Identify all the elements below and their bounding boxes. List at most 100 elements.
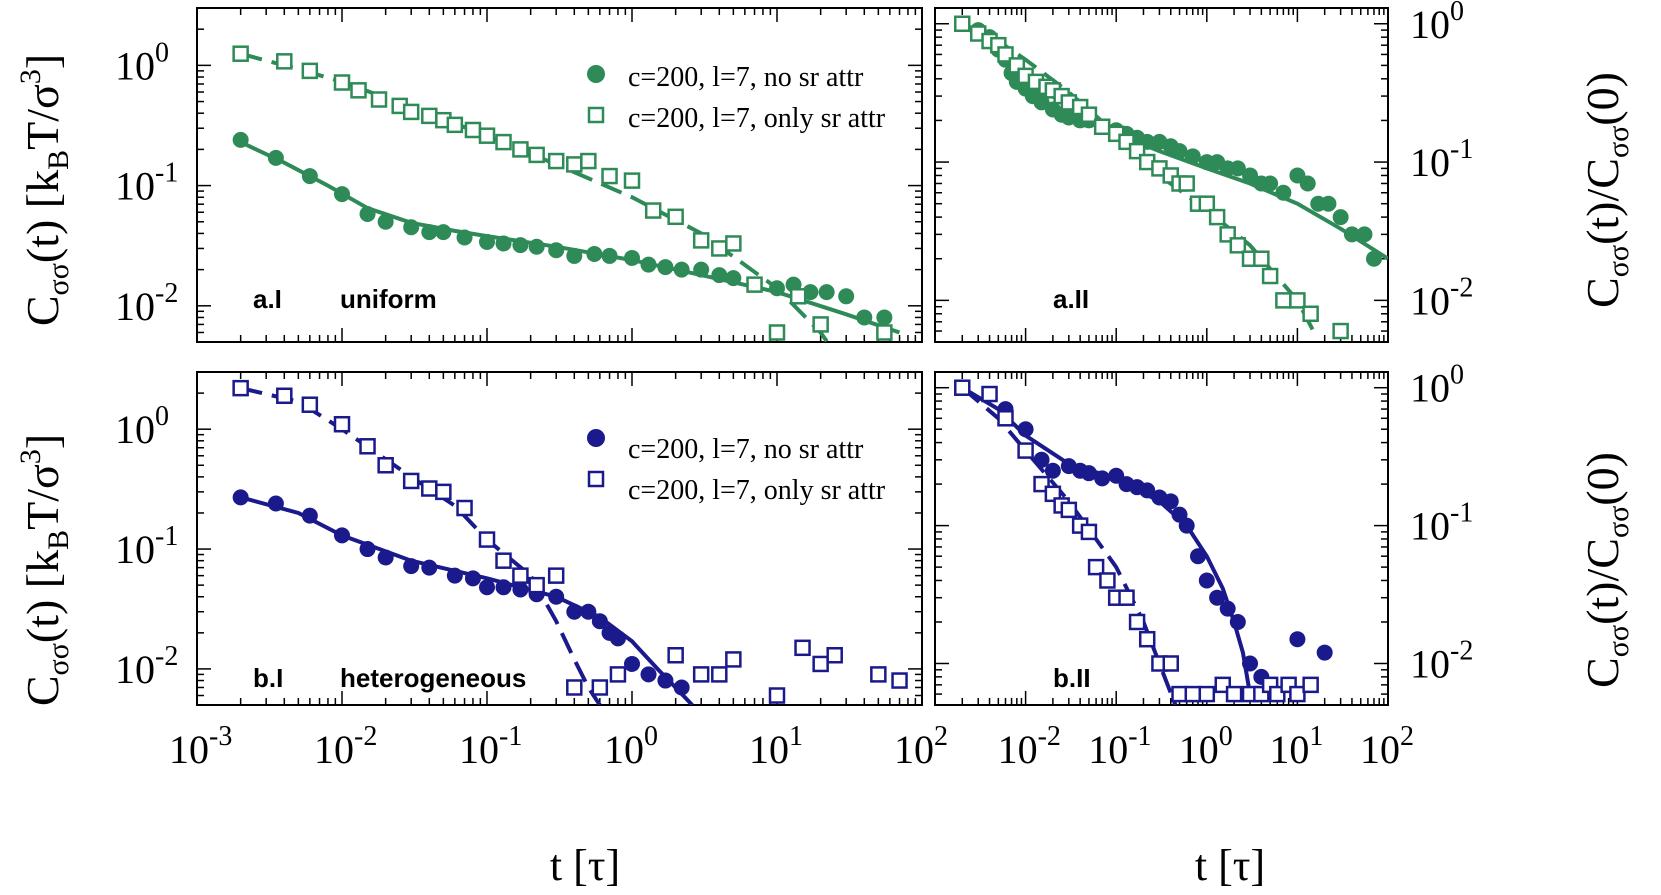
data-point-circle [495, 579, 512, 596]
data-point-circle [301, 168, 318, 185]
data-point-circle [1275, 184, 1292, 201]
data-point-circle [566, 603, 583, 620]
data-point-square [377, 457, 394, 474]
data-point-circle [624, 655, 640, 672]
plot-area [954, 379, 1333, 705]
data-point-square [876, 324, 893, 341]
data-point-circle [609, 630, 626, 647]
x-tick-label: 102 [894, 721, 948, 772]
data-point-circle [435, 224, 452, 241]
data-point-square [435, 483, 452, 501]
y-tick-label: 10-1 [1410, 498, 1473, 549]
data-point-square [566, 156, 583, 173]
data-point-circle [1209, 589, 1226, 606]
data-point-square [997, 410, 1014, 427]
data-point-circle [640, 256, 657, 273]
data-point-circle [232, 131, 249, 148]
data-point-circle [1262, 175, 1279, 192]
data-point-circle [1190, 548, 1207, 565]
data-point-square [464, 121, 482, 139]
x-axis-label-left: t [τ] [550, 841, 620, 890]
data-point-square [301, 396, 319, 413]
data-point-circle [624, 249, 640, 266]
data-point-circle [1343, 226, 1360, 243]
data-point-circle [403, 558, 420, 575]
data-point-square [725, 651, 742, 668]
y-tick-label: 10-1 [1410, 134, 1473, 185]
plot-frame [196, 7, 923, 343]
data-point-square [1198, 685, 1216, 703]
data-point-square [891, 672, 908, 689]
data-point-circle [1178, 517, 1195, 534]
x-tick-label: 10-1 [1088, 721, 1151, 772]
data-point-circle [1162, 493, 1179, 510]
legend-marker-square [587, 106, 605, 124]
x-tick-label: 101 [749, 721, 803, 772]
data-point-circle [580, 603, 597, 620]
data-point-square [711, 666, 728, 683]
data-point-circle [1171, 143, 1188, 160]
plot-area [232, 379, 908, 705]
data-point-square [1198, 195, 1216, 212]
data-point-square [812, 655, 829, 673]
data-point-circle [1320, 195, 1337, 212]
data-point-circle [464, 570, 481, 587]
data-point-circle [566, 247, 583, 264]
data-point-circle [1198, 572, 1215, 589]
data-point-circle [1299, 175, 1316, 192]
y-tick-label: 100 [115, 37, 169, 88]
data-point-circle [601, 247, 618, 264]
data-point-circle [1365, 250, 1382, 267]
legend-a-filled-label: c=200, l=7, no sr attr [628, 62, 864, 93]
legend-a-open-label: c=200, l=7, only sr attr [628, 103, 886, 134]
data-point-square [1302, 305, 1319, 323]
data-point-circle [1242, 655, 1259, 672]
fit-line-1 [240, 386, 602, 705]
data-point-square [692, 666, 710, 683]
data-point-square [1261, 267, 1279, 285]
data-point-circle [1316, 644, 1333, 661]
y-axis-label-right-bottom: Cσσ(t)/Cσσ(0) [1577, 452, 1635, 688]
data-point-square [528, 576, 545, 594]
data-point-square [350, 82, 367, 99]
data-point-square [1171, 685, 1188, 703]
x-tick-label: 10-3 [169, 721, 232, 772]
data-point-square [232, 45, 249, 62]
data-point-circle [377, 549, 394, 566]
svg-text:Cσσ(t)/Cσσ(0): Cσσ(t)/Cσσ(0) [1577, 452, 1635, 688]
data-point-circle [1094, 470, 1111, 487]
data-point-circle [657, 259, 674, 276]
data-point-square [812, 316, 829, 333]
data-point-circle [528, 238, 545, 255]
data-point-circle [512, 581, 529, 598]
data-point-circle [1242, 167, 1259, 184]
y-axis-label-right-top: Cσσ(t)/Cσσ(0) [1577, 72, 1635, 308]
data-point-square [1118, 589, 1135, 606]
data-point-circle [1184, 148, 1201, 165]
data-point-circle [421, 559, 438, 576]
data-point-square [1184, 685, 1202, 703]
data-point-square [547, 152, 565, 170]
data-point-square [566, 679, 583, 696]
data-point-circle [512, 237, 529, 254]
data-point-circle [267, 149, 284, 166]
data-point-circle [359, 541, 376, 558]
data-point-square [692, 232, 710, 249]
data-point-square [456, 499, 473, 517]
data-point-square [1225, 685, 1243, 703]
data-point-circle [1139, 482, 1156, 499]
panel-label-b-I: b.I [253, 663, 283, 693]
svg-text:Cσσ(t) [kBT/σ3]: Cσσ(t) [kBT/σ3] [14, 54, 75, 326]
data-point-circle [359, 206, 376, 223]
plot-frame [196, 371, 923, 706]
data-point-square [1275, 292, 1292, 309]
data-point-square [421, 480, 438, 497]
data-point-square [276, 387, 293, 405]
data-point-square [446, 116, 464, 134]
data-point-circle [586, 245, 603, 262]
legend-b-filled-label: c=200, l=7, no sr attr [628, 434, 864, 465]
data-point-circle [301, 507, 318, 524]
data-point-square [495, 552, 512, 569]
data-point-circle [640, 666, 657, 683]
